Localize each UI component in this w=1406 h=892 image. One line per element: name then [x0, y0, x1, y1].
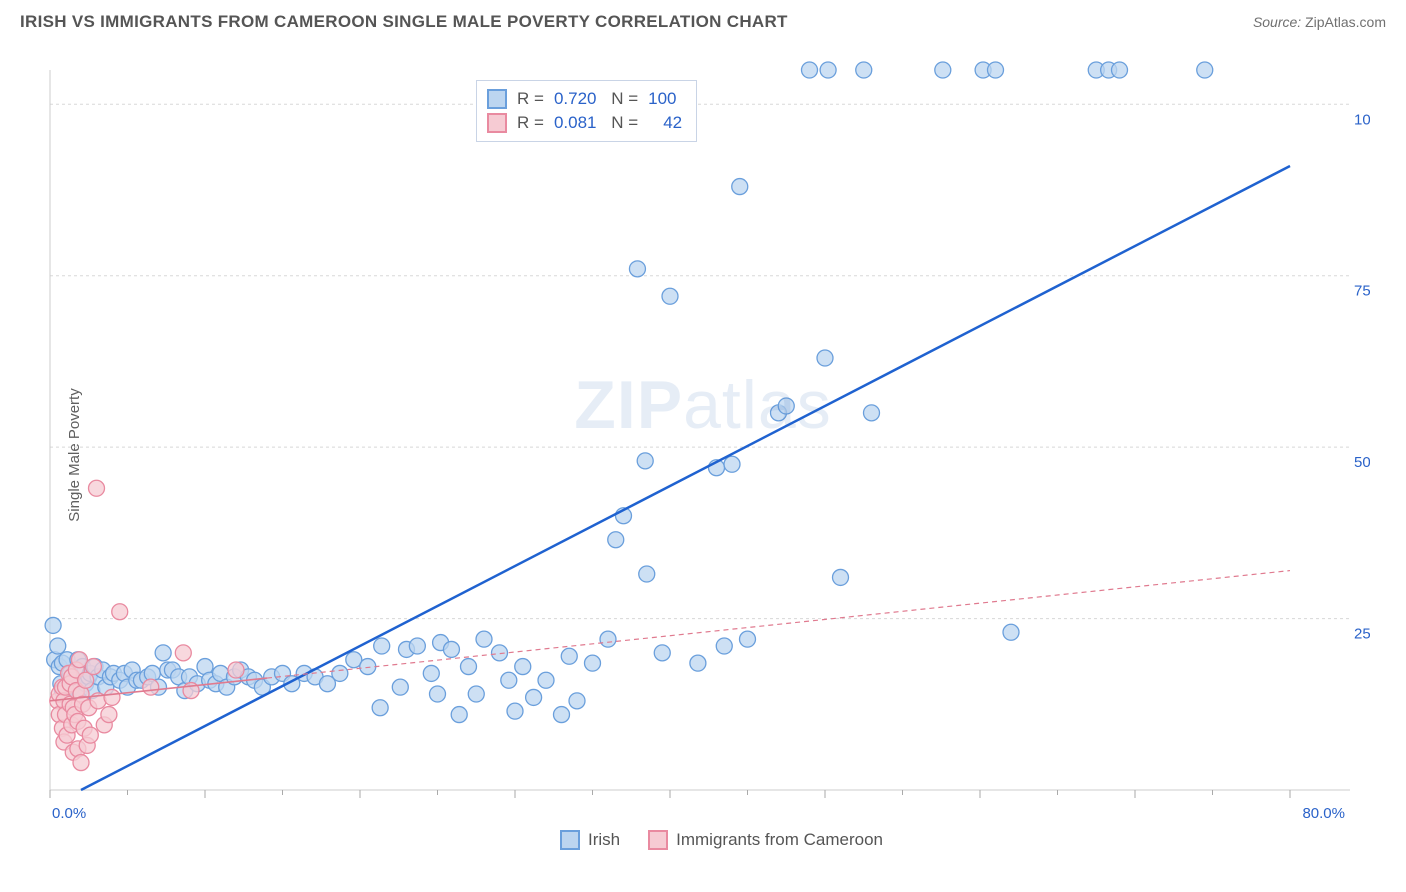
swatch-irish	[487, 89, 507, 109]
svg-text:75.0%: 75.0%	[1354, 283, 1370, 300]
correlation-legend: R = 0.720 N = 100 R = 0.081 N = 42	[476, 80, 697, 142]
legend-row-cameroon: R = 0.081 N = 42	[487, 111, 682, 135]
svg-text:25.0%: 25.0%	[1354, 626, 1370, 643]
svg-text:50.0%: 50.0%	[1354, 454, 1370, 471]
svg-text:100.0%: 100.0%	[1354, 111, 1370, 128]
legend-label-irish: Irish	[588, 830, 620, 850]
legend-label-cameroon: Immigrants from Cameroon	[676, 830, 883, 850]
source-credit: Source: ZipAtlas.com	[1253, 14, 1386, 30]
chart-title: IRISH VS IMMIGRANTS FROM CAMEROON SINGLE…	[20, 12, 788, 32]
swatch-cameroon	[487, 113, 507, 133]
svg-text:80.0%: 80.0%	[1302, 805, 1345, 822]
svg-text:0.0%: 0.0%	[52, 805, 86, 822]
legend-item-irish: Irish	[560, 830, 620, 850]
legend-item-cameroon: Immigrants from Cameroon	[648, 830, 883, 850]
irish-r: 0.720	[554, 87, 597, 111]
chart-container: Single Male Poverty 25.0%50.0%75.0%100.0…	[0, 40, 1406, 870]
legend-row-irish: R = 0.720 N = 100	[487, 87, 682, 111]
irish-n: 100	[648, 87, 676, 111]
header-bar: IRISH VS IMMIGRANTS FROM CAMEROON SINGLE…	[0, 0, 1406, 40]
swatch-irish	[560, 830, 580, 850]
source-value: ZipAtlas.com	[1305, 14, 1386, 30]
series-legend: Irish Immigrants from Cameroon	[560, 830, 883, 850]
swatch-cameroon	[648, 830, 668, 850]
cameroon-n: 42	[648, 111, 682, 135]
cameroon-r: 0.081	[554, 111, 597, 135]
scatter-chart: 25.0% 50.0% 75.0% 100.0% 0.0% 80.0%	[40, 50, 1370, 850]
source-label: Source:	[1253, 14, 1301, 30]
